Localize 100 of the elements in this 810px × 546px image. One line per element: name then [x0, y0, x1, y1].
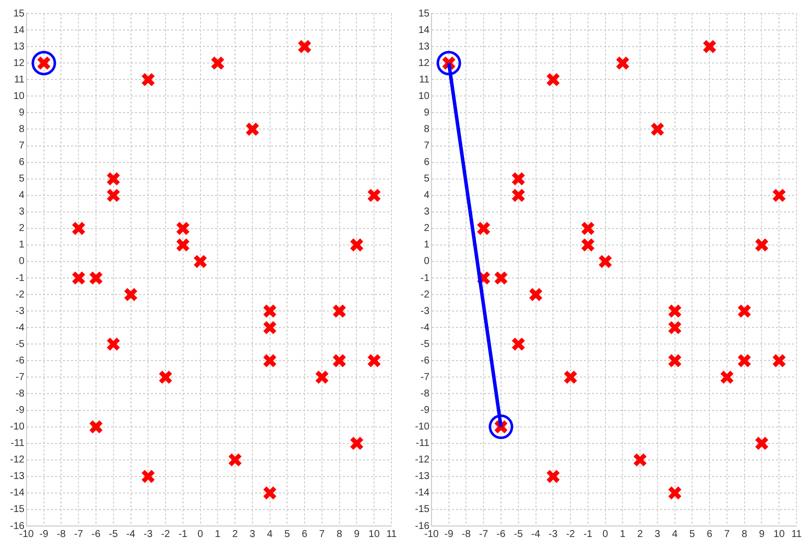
x-tick-label: -8	[462, 528, 472, 540]
y-tick-label: 9	[424, 107, 430, 118]
y-tick-label: 5	[424, 174, 430, 185]
x-tick-label: -6	[496, 528, 506, 540]
y-tick-label: -15	[10, 504, 25, 516]
point	[528, 287, 543, 302]
y-tick-label: -14	[415, 488, 430, 499]
y-tick-label: -5	[420, 338, 430, 350]
x-tick-label: 6	[302, 528, 308, 540]
x-tick-label: 10	[368, 528, 380, 540]
point	[245, 122, 260, 136]
point	[332, 353, 347, 368]
point	[668, 486, 682, 500]
x-tick-label: 5	[689, 528, 696, 540]
y-tick-label: 6	[424, 157, 430, 168]
y-tick-label: 4	[18, 190, 25, 202]
y-tick-label: 8	[424, 124, 430, 135]
point	[615, 56, 630, 70]
y-tick-label: 12	[418, 58, 430, 69]
point	[546, 72, 560, 87]
point	[563, 370, 578, 384]
point	[228, 452, 242, 468]
y-tick-label: 7	[424, 140, 430, 152]
point	[297, 39, 312, 54]
x-tick-label: 7	[319, 528, 326, 540]
x-tick-label: 11	[386, 528, 398, 540]
x-tick-label: -4	[126, 528, 136, 540]
x-tick-label: -2	[566, 528, 576, 540]
point	[193, 254, 208, 269]
x-tick-label: 2	[637, 528, 644, 540]
y-tick-label: -11	[416, 438, 430, 450]
y-tick-label: 13	[13, 41, 25, 52]
point	[88, 270, 104, 286]
x-tick-label: 9	[354, 528, 360, 540]
point	[366, 188, 382, 203]
point	[476, 221, 491, 236]
point	[332, 304, 347, 318]
x-tick-label: 5	[284, 528, 290, 540]
point	[176, 221, 190, 236]
x-tick-label: 7	[724, 528, 730, 540]
point	[140, 72, 156, 87]
point	[106, 188, 121, 203]
x-tick-label: -3	[548, 528, 558, 540]
y-tick-label: -10	[10, 422, 25, 433]
y-tick-label: -1	[16, 272, 25, 284]
y-tick-label: 15	[418, 8, 430, 20]
point	[262, 486, 278, 500]
y-tick-label: 14	[13, 24, 25, 36]
x-tick-label: 4	[672, 528, 678, 540]
y-tick-label: -2	[16, 289, 25, 300]
y-tick-label: 2	[18, 223, 25, 234]
x-tick-label: 0	[198, 528, 204, 540]
point	[632, 452, 648, 468]
y-tick-label: -2	[420, 289, 430, 300]
y-tick-label: 7	[18, 140, 25, 152]
y-tick-label: -15	[415, 504, 430, 516]
point	[350, 436, 364, 451]
x-tick-label: -8	[56, 528, 66, 540]
x-tick-label: -1	[583, 528, 593, 540]
y-tick-label: 11	[14, 74, 25, 86]
x-tick-label: 3	[250, 528, 256, 540]
point	[71, 270, 86, 286]
x-tick-label: 4	[267, 528, 274, 540]
x-tick-label: -5	[514, 528, 524, 540]
y-tick-label: 11	[419, 74, 430, 86]
x-tick-label: -6	[92, 528, 101, 540]
point	[737, 353, 752, 368]
point	[176, 238, 190, 252]
y-tick-label: 9	[18, 107, 25, 118]
y-tick-label: 0	[18, 256, 25, 268]
x-tick-label: 6	[706, 528, 713, 540]
point	[702, 39, 717, 54]
point	[350, 238, 364, 252]
x-tick-label: -9	[39, 528, 49, 540]
y-tick-label: -4	[420, 322, 430, 334]
y-tick-label: -9	[420, 405, 430, 416]
point	[737, 304, 752, 318]
y-tick-label: 15	[13, 8, 25, 20]
point	[720, 370, 734, 384]
y-tick-label: -10	[415, 422, 430, 433]
y-tick-label: -7	[420, 372, 430, 383]
y-tick-label: -5	[16, 338, 25, 350]
y-tick-label: 8	[18, 124, 25, 135]
x-tick-label: -5	[108, 528, 118, 540]
point	[262, 304, 278, 318]
x-tick-label: 9	[758, 528, 765, 540]
x-tick-label: 0	[602, 528, 609, 540]
point	[436, 50, 462, 76]
y-tick-label: 2	[424, 223, 430, 234]
point	[488, 414, 514, 440]
y-tick-label: 3	[18, 206, 25, 218]
x-tick-label: 1	[620, 528, 626, 540]
point	[546, 469, 560, 484]
y-tick-label: -7	[16, 372, 25, 383]
point	[668, 304, 682, 318]
point	[494, 270, 508, 286]
point	[754, 238, 769, 252]
y-tick-label: -3	[16, 306, 25, 317]
x-tick-label: 1	[214, 528, 221, 540]
x-tick-label: -7	[479, 528, 488, 540]
